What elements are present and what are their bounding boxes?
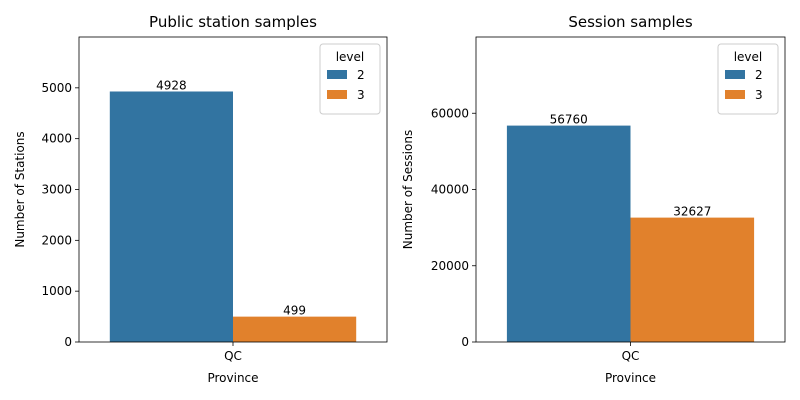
bar-level-3-qc: [630, 217, 755, 342]
bar-value-label: 4928: [156, 78, 187, 92]
legend-swatch-level-2: [725, 70, 745, 79]
y-tick-label: 20000: [431, 259, 469, 273]
legend-entry-label: 3: [357, 88, 365, 102]
bar-level-3-qc: [233, 316, 357, 342]
y-tick-label: 2000: [41, 233, 72, 247]
legend-swatch-level-3: [725, 90, 745, 99]
legend: level 2 3: [717, 43, 779, 115]
bar-level-2-qc: [109, 91, 233, 342]
chart-title: Session samples: [568, 13, 693, 31]
legend: level 2 3: [319, 43, 381, 115]
y-tick-label: 1000: [41, 284, 72, 298]
y-tick-label: 0: [461, 335, 469, 349]
bar-value-label: 32627: [673, 205, 711, 219]
bar-level-2-qc: [506, 125, 631, 342]
x-axis-label: Province: [605, 371, 656, 385]
y-tick-label: 5000: [41, 81, 72, 95]
legend-swatch-level-2: [327, 70, 347, 79]
x-axis-label: Province: [207, 371, 258, 385]
y-tick-label: 40000: [431, 183, 469, 197]
legend-title: level: [336, 50, 365, 64]
chart-title: Public station samples: [149, 13, 317, 31]
x-tick-label: QC: [224, 349, 242, 363]
legend-entry-label: 2: [357, 68, 365, 82]
legend-entry-label: 2: [755, 68, 763, 82]
y-tick-label: 0: [64, 335, 72, 349]
y-tick-label: 60000: [431, 106, 469, 120]
x-tick-label: QC: [622, 349, 640, 363]
y-tick-label: 4000: [41, 132, 72, 146]
chart-panel-stations: 4928 499 0 1000 2000 3000 4000 5000 QC Public sta…: [13, 13, 388, 385]
legend-swatch-level-3: [327, 90, 347, 99]
y-axis-label: Number of Stations: [13, 131, 27, 247]
chart-panel-sessions: 56760 32627 0 20000 40000 60000 QC Session samp…: [401, 13, 786, 385]
y-tick-label: 3000: [41, 183, 72, 197]
bar-value-label: 499: [283, 304, 306, 318]
legend-title: level: [734, 50, 763, 64]
legend-entry-label: 3: [755, 88, 763, 102]
bar-value-label: 56760: [550, 113, 588, 127]
y-axis-label: Number of Sessions: [401, 130, 415, 249]
